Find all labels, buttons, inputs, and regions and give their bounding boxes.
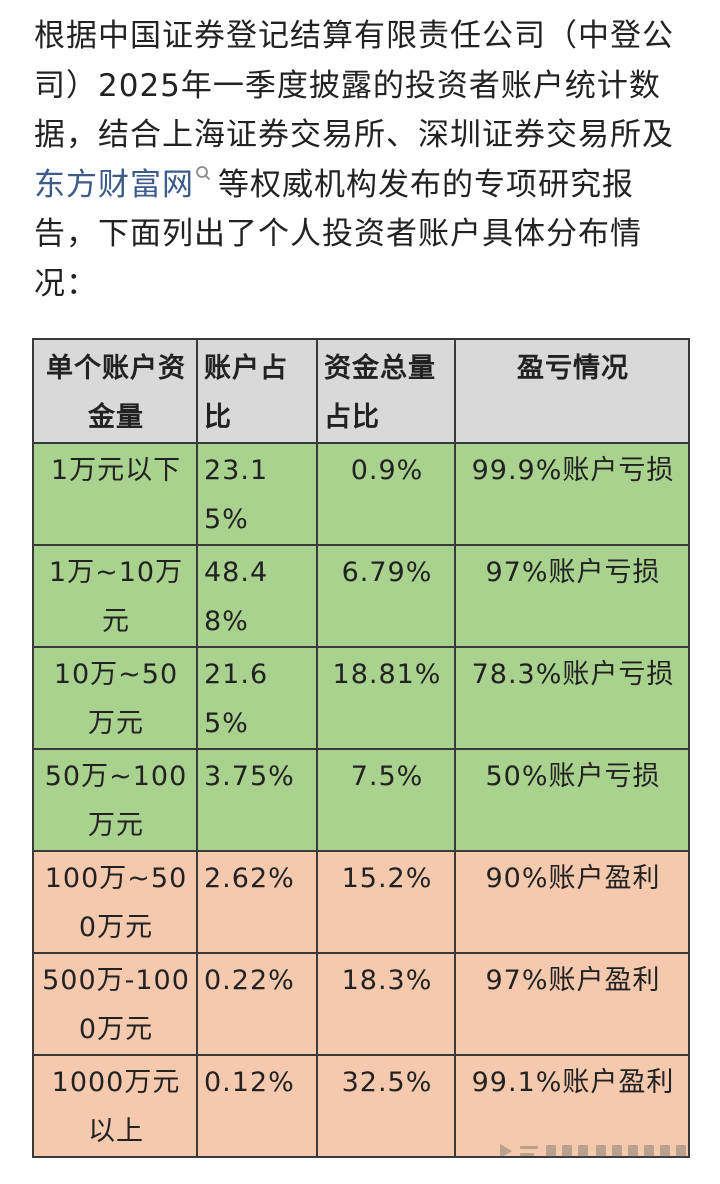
cell-profit-loss: 99.1%账户盈利 — [454, 1054, 690, 1158]
table-row: 1万~10万元 48.48% 6.79% 97%账户亏损 — [32, 544, 690, 648]
cell-profit-loss: 78.3%账户亏损 — [454, 646, 690, 750]
cell-fund-size: 1000万元以上 — [32, 1054, 198, 1158]
cell-account-share: 3.75% — [196, 748, 318, 852]
search-icon[interactable] — [194, 165, 212, 187]
table-row: 1万元以下 23.15% 0.9% 99.9%账户亏损 — [32, 442, 690, 546]
cell-profit-loss: 50%账户亏损 — [454, 748, 690, 852]
table-row: 50万~100万元 3.75% 7.5% 50%账户亏损 — [32, 748, 690, 852]
table-row: 100万~500万元 2.62% 15.2% 90%账户盈利 — [32, 850, 690, 954]
cell-capital-share: 0.9% — [316, 442, 456, 546]
cell-profit-loss: 90%账户盈利 — [454, 850, 690, 954]
table-row: 1000万元以上 0.12% 32.5% 99.1%账户盈利 — [32, 1054, 690, 1158]
header-capital-share: 资金总量占比 — [316, 338, 456, 444]
cell-capital-share: 6.79% — [316, 544, 456, 648]
cell-profit-loss: 97%账户盈利 — [454, 952, 690, 1056]
cell-fund-size: 50万~100万元 — [32, 748, 198, 852]
table-row: 10万~50万元 21.65% 18.81% 78.3%账户亏损 — [32, 646, 690, 750]
cell-capital-share: 18.81% — [316, 646, 456, 750]
intro-text-before: 根据中国证券登记结算有限责任公司（中登公司）2025年一季度披露的投资者账户统计… — [34, 18, 674, 153]
header-account-share: 账户占比 — [196, 338, 318, 444]
cell-profit-loss: 97%账户亏损 — [454, 544, 690, 648]
cell-account-share: 23.15% — [196, 442, 318, 546]
cell-fund-size: 1万~10万元 — [32, 544, 198, 648]
intro-text-after: 等权威机构发布的专项研究报告，下面列出了个人投资者账户具体分布情况： — [34, 166, 642, 302]
header-profit-loss: 盈亏情况 — [454, 338, 690, 444]
table-header-row: 单个账户资金量 账户占比 资金总量占比 盈亏情况 — [32, 338, 690, 444]
cell-capital-share: 18.3% — [316, 952, 456, 1056]
cell-profit-loss: 99.9%账户亏损 — [454, 442, 690, 546]
intro-paragraph: 根据中国证券登记结算有限责任公司（中登公司）2025年一季度披露的投资者账户统计… — [34, 12, 694, 309]
cell-fund-size: 100万~500万元 — [32, 850, 198, 954]
cell-account-share: 48.48% — [196, 544, 318, 648]
header-fund-size: 单个账户资金量 — [32, 338, 198, 444]
cell-capital-share: 32.5% — [316, 1054, 456, 1158]
table-row: 500万-1000万元 0.22% 18.3% 97%账户盈利 — [32, 952, 690, 1056]
cell-capital-share: 7.5% — [316, 748, 456, 852]
cell-fund-size: 1万元以下 — [32, 442, 198, 546]
cell-account-share: 21.65% — [196, 646, 318, 750]
cell-fund-size: 10万~50万元 — [32, 646, 198, 750]
watermark — [496, 1136, 696, 1166]
cell-account-share: 0.12% — [196, 1054, 318, 1158]
cell-account-share: 0.22% — [196, 952, 318, 1056]
cell-fund-size: 500万-1000万元 — [32, 952, 198, 1056]
account-distribution-table: 单个账户资金量 账户占比 资金总量占比 盈亏情况 1万元以下 23.15% 0.… — [32, 338, 690, 1158]
eastmoney-link[interactable]: 东方财富网 — [34, 166, 194, 203]
cell-capital-share: 15.2% — [316, 850, 456, 954]
cell-account-share: 2.62% — [196, 850, 318, 954]
